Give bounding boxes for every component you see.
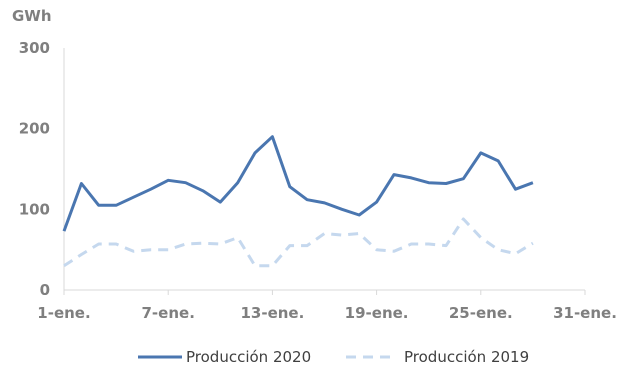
x-tick-label: 1-ene. (37, 304, 90, 322)
x-tick-label: 19-ene. (345, 304, 409, 322)
y-axis-ticks: 0 100 200 300 (19, 39, 50, 299)
y-tick-label: 0 (40, 281, 50, 299)
x-tick-label: 31-ene. (553, 304, 617, 322)
y-tick-label: 200 (19, 120, 50, 138)
series-line-2020 (62, 135, 534, 232)
legend-item-2020: Producción 2020 (138, 348, 311, 366)
legend-label-2020: Producción 2020 (186, 348, 311, 366)
x-tick-label: 25-ene. (449, 304, 513, 322)
series-layer (62, 135, 534, 268)
y-unit-label: GWh (12, 7, 52, 25)
y-tick-label: 100 (19, 200, 50, 218)
legend-label-2019: Producción 2019 (404, 348, 529, 366)
x-axis-ticks: 1-ene. 7-ene. 13-ene. 19-ene. 25-ene. 31-ene. (37, 290, 617, 322)
series-line-2019 (63, 217, 534, 268)
legend-item-2019: Producción 2019 (346, 348, 529, 366)
x-tick-label: 13-ene. (240, 304, 304, 322)
x-tick-label: 7-ene. (142, 304, 195, 322)
legend: Producción 2020 Producción 2019 (138, 348, 529, 366)
y-tick-label: 300 (19, 39, 50, 57)
